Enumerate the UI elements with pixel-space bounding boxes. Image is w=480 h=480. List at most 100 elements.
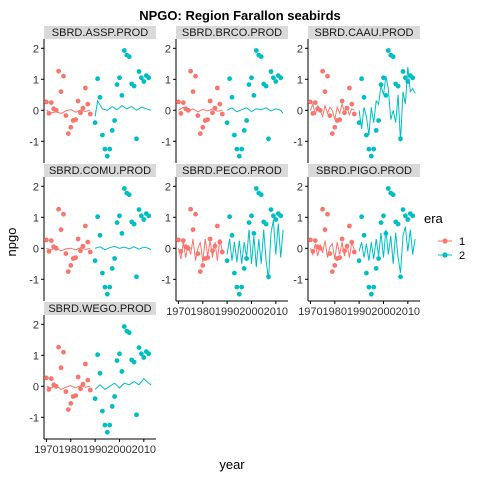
data-point-era-2: [376, 118, 381, 123]
data-point-era-1: [78, 110, 83, 116]
data-point-era-2: [366, 146, 372, 152]
data-point-era-2: [368, 291, 374, 297]
data-point-era-1: [351, 111, 357, 117]
legend-label-2: 2: [459, 250, 465, 262]
facet-panel: SBRD.CAAU.PROD -1 0 1 2: [293, 26, 420, 163]
data-point-era-1: [193, 73, 198, 79]
y-tick-label: -1: [293, 274, 303, 286]
data-point-era-2: [400, 69, 406, 74]
data-point-era-1: [85, 239, 91, 245]
y-tick-label: 1: [33, 74, 39, 86]
data-point-era-1: [325, 73, 330, 79]
data-point-era-2: [139, 75, 144, 81]
data-point-era-2: [359, 76, 364, 82]
y-tick-label: 1: [33, 350, 39, 362]
data-point-era-2: [112, 118, 117, 123]
facet-strip: [308, 26, 420, 39]
data-point-era-1: [85, 101, 91, 107]
data-point-era-1: [344, 243, 350, 249]
data-point-era-2: [134, 136, 139, 142]
data-point-era-1: [347, 223, 352, 229]
data-point-era-2: [134, 274, 139, 280]
data-point-era-1: [48, 238, 54, 244]
data-point-era-1: [80, 381, 86, 387]
data-point-era-2: [405, 217, 411, 222]
facet-panel: SBRD.WEGO.PROD -1 0 1 2 1970 1980 1990 2000 2010: [29, 302, 156, 456]
y-tick-label: -1: [161, 136, 171, 148]
data-point-era-1: [61, 349, 66, 355]
data-point-era-2: [117, 75, 122, 81]
data-point-era-1: [46, 111, 52, 116]
data-point-era-1: [210, 110, 215, 116]
data-point-era-2: [139, 213, 144, 219]
data-point-era-1: [185, 107, 191, 113]
data-point-era-2: [109, 127, 115, 133]
y-tick-label: 1: [165, 74, 171, 86]
data-point-era-2: [385, 186, 391, 191]
data-point-era-1: [342, 110, 347, 116]
data-point-era-2: [121, 186, 127, 191]
data-point-era-2: [224, 120, 230, 126]
data-point-era-1: [310, 111, 316, 116]
data-point-era-1: [195, 113, 201, 118]
facet-panel: SBRD.ASSP.PROD -1 0 1 2: [29, 26, 156, 163]
data-point-era-2: [390, 54, 396, 60]
data-point-era-2: [246, 82, 252, 87]
data-point-era-2: [356, 120, 362, 126]
data-point-era-1: [308, 237, 313, 243]
x-tick-label: 2010: [396, 306, 420, 318]
facet-strip-label: SBRD.ASSP.PROD: [52, 27, 148, 39]
x-tick-label: 2000: [371, 306, 395, 318]
data-point-era-1: [215, 85, 220, 91]
data-point-era-1: [78, 248, 83, 254]
data-point-era-1: [342, 248, 347, 254]
data-point-era-2: [139, 351, 144, 357]
data-point-era-1: [344, 105, 350, 111]
y-tick-label: 2: [33, 319, 39, 331]
facet-strip-label: SBRD.COMU.PROD: [49, 165, 151, 177]
y-axis-title: npgo: [4, 228, 19, 257]
y-tick-label: -1: [293, 136, 303, 148]
trend-line-era-2: [94, 245, 152, 251]
data-point-era-2: [258, 54, 264, 60]
data-point-era-1: [332, 124, 338, 130]
facet-strip: [308, 164, 420, 177]
data-point-era-2: [136, 345, 142, 350]
data-point-era-1: [349, 101, 355, 107]
data-point-era-1: [219, 111, 225, 117]
data-point-era-2: [398, 136, 403, 142]
data-point-era-2: [100, 132, 105, 138]
data-point-era-2: [136, 69, 142, 74]
data-point-era-1: [44, 99, 49, 105]
data-point-era-2: [278, 75, 284, 81]
data-point-era-1: [61, 73, 66, 79]
data-point-era-2: [266, 274, 271, 280]
data-point-era-1: [339, 236, 345, 242]
data-point-era-2: [227, 214, 233, 220]
data-point-era-1: [46, 387, 52, 392]
data-point-era-1: [78, 386, 83, 392]
data-point-era-2: [119, 369, 125, 374]
data-point-era-1: [317, 107, 323, 113]
data-point-era-1: [83, 85, 88, 91]
x-tick-label: 1990: [347, 306, 371, 318]
data-point-era-2: [131, 83, 137, 89]
data-point-era-2: [117, 213, 122, 219]
data-point-era-2: [227, 76, 233, 82]
data-point-era-2: [236, 291, 242, 297]
data-point-era-1: [176, 237, 181, 243]
data-point-era-1: [200, 124, 206, 130]
data-point-era-2: [263, 221, 269, 227]
y-tick-label: 0: [33, 243, 39, 255]
data-point-era-2: [371, 146, 377, 152]
data-point-era-2: [107, 422, 113, 428]
data-point-era-2: [114, 82, 120, 87]
trend-line-era-2: [226, 220, 284, 280]
data-point-era-2: [410, 75, 416, 81]
data-point-era-2: [249, 213, 254, 219]
data-point-era-2: [232, 270, 237, 276]
data-point-era-2: [102, 422, 108, 428]
y-tick-label: 0: [165, 105, 171, 117]
facet-strip: [44, 164, 156, 177]
data-point-era-1: [205, 255, 211, 260]
